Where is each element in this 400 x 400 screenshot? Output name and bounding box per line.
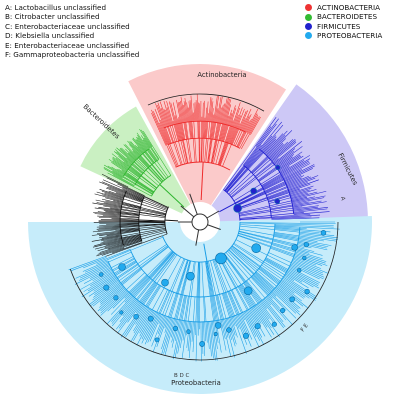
node-proteobacteria-small-3 (296, 268, 302, 273)
node-proteobacteria-7 (291, 244, 298, 251)
branches-bacteroidetes (103, 128, 185, 208)
node-proteobacteria-small-19 (113, 295, 119, 301)
node-proteobacteria-small-21 (98, 272, 104, 277)
node-proteobacteria-small-10 (226, 327, 232, 333)
node-proteobacteria-4 (161, 278, 169, 287)
node-proteobacteria-2 (251, 243, 261, 254)
node-proteobacteria-5 (243, 286, 253, 296)
legend-label-bacteroidetes: BACTEROIDETES (317, 12, 378, 22)
node-proteobacteria-small-20 (103, 284, 110, 291)
legend-item-proteobacteria: PROTEOBACTERIA (305, 31, 382, 40)
legend-item-actinobacteria: ACTINOBACTERIA (305, 3, 382, 12)
legend-item-firmicutes: FIRMICUTES (305, 22, 382, 31)
node-proteobacteria-small-9 (242, 332, 250, 339)
legend-dot-firmicutes (305, 23, 312, 31)
key-label-b: B: Citrobacter unclassified (5, 12, 100, 22)
node-proteobacteria-3 (186, 271, 195, 281)
key-label-e: E: Enterobacteriaceae unclassified (5, 40, 130, 50)
legend-dot-proteobacteria (305, 32, 312, 40)
legend-label-proteobacteria: PROTEOBACTERIA (317, 31, 383, 41)
clade-band-actinobacteria (128, 64, 287, 206)
branches-unclassified (91, 173, 179, 257)
node-proteobacteria-small-15 (154, 337, 160, 343)
node-proteobacteria-small-12 (199, 341, 206, 347)
marker-letters-bottom: B D C (174, 373, 190, 379)
phylum-legend: ACTINOBACTERIA BACTEROIDETES FIRMICUTES … (305, 3, 382, 41)
node-proteobacteria-small-17 (133, 313, 139, 320)
node-proteobacteria-small-6 (279, 307, 286, 314)
node-proteobacteria-small-8 (254, 323, 261, 330)
branches-actinobacteria (151, 94, 261, 201)
clade-label-proteobacteria: Proteobacteria (171, 379, 221, 387)
legend-dot-actinobacteria (305, 4, 312, 12)
node-proteobacteria-8 (214, 322, 222, 329)
node-firmicutes-2 (250, 187, 257, 195)
key-label-a: A: Lactobacillus unclassified (5, 3, 107, 12)
node-proteobacteria-small-13 (186, 329, 191, 334)
node-proteobacteria-small-0 (320, 230, 327, 236)
node-proteobacteria-small-18 (119, 310, 124, 315)
node-proteobacteria-small-4 (304, 288, 310, 295)
legend-label-firmicutes: FIRMICUTES (317, 21, 361, 31)
key-label-d: D: Klebsiella unclassified (5, 31, 95, 41)
legend-item-bacteroidetes: BACTEROIDETES (305, 12, 382, 21)
root-stems (178, 193, 221, 246)
node-proteobacteria-small-11 (213, 332, 218, 337)
clade-label-actinobacteria: Actinobacteria (197, 71, 246, 79)
key-label-c: C: Enterobacteriaceae unclassified (5, 21, 130, 31)
tree-nodes (98, 165, 327, 347)
branches-firmicutes (219, 116, 330, 221)
node-firmicutes-4 (275, 165, 281, 171)
node-firmicutes-3 (274, 198, 281, 205)
node-proteobacteria-small-5 (289, 296, 295, 303)
marker-letter-firmicutes: A (339, 196, 346, 201)
key-label-f: F: Gammaproteobacteria unclassified (5, 50, 140, 60)
marker-letters-proteobacteria: F E (300, 323, 310, 334)
node-proteobacteria-1 (215, 252, 227, 265)
root-node (191, 213, 209, 231)
node-proteobacteria-small-2 (302, 255, 307, 261)
node-proteobacteria-small-14 (172, 325, 179, 332)
legend-dot-bacteroidetes (305, 13, 312, 21)
node-proteobacteria-small-7 (271, 321, 277, 327)
node-proteobacteria-small-16 (147, 315, 154, 322)
legend-label-actinobacteria: ACTINOBACTERIA (317, 3, 381, 12)
key-list: A: Lactobacillus unclassified B: Citroba… (5, 3, 139, 59)
outer-rings (69, 93, 339, 361)
node-firmicutes-1 (233, 204, 242, 213)
node-proteobacteria-small-1 (303, 241, 310, 248)
node-proteobacteria-6 (118, 263, 126, 271)
